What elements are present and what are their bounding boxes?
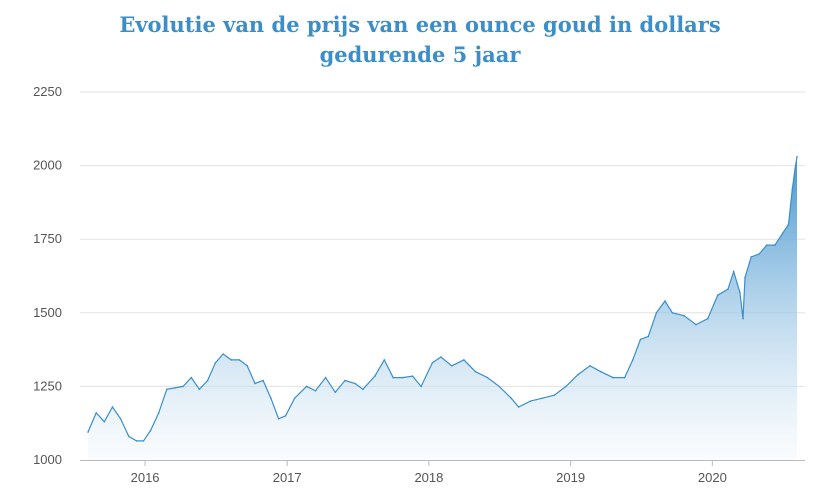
- data-point: [135, 440, 138, 442]
- data-point: [623, 376, 626, 379]
- data-point: [383, 359, 386, 361]
- data-point: [293, 397, 296, 400]
- data-point: [324, 376, 327, 379]
- data-point: [600, 370, 602, 373]
- data-point: [314, 390, 317, 392]
- y-tick-label: 2000: [33, 158, 62, 173]
- data-point: [781, 232, 784, 235]
- chart-title: Evolutie van de prijs van een ounce goud…: [119, 12, 721, 67]
- data-point: [612, 376, 614, 379]
- data-point: [128, 435, 130, 438]
- data-point: [517, 406, 520, 408]
- x-tick-label: 2016: [131, 470, 160, 485]
- data-point: [362, 388, 364, 391]
- data-point: [510, 397, 512, 400]
- data-point: [671, 312, 674, 314]
- data-point: [334, 391, 337, 394]
- data-point: [758, 253, 761, 255]
- data-point: [214, 362, 217, 364]
- data-point: [182, 385, 184, 388]
- data-point: [736, 282, 738, 285]
- data-point: [119, 418, 122, 420]
- data-point: [305, 385, 308, 388]
- data-point: [254, 382, 256, 385]
- data-point: [632, 359, 634, 361]
- data-point: [374, 375, 376, 377]
- data-point: [103, 420, 106, 423]
- data-point: [157, 412, 160, 414]
- data-point: [111, 406, 114, 408]
- data-point: [270, 397, 272, 400]
- data-point: [277, 418, 280, 420]
- data-point: [262, 379, 264, 382]
- data-point: [284, 415, 287, 417]
- data-point: [717, 294, 719, 296]
- data-point: [246, 365, 248, 367]
- data-point: [238, 359, 241, 361]
- data-point: [739, 291, 741, 294]
- data-point: [440, 356, 442, 358]
- data-point: [420, 385, 422, 388]
- data-point: [706, 317, 709, 320]
- data-point: [431, 362, 434, 364]
- data-point: [732, 270, 735, 273]
- data-point: [149, 429, 152, 432]
- data-point: [774, 244, 776, 246]
- y-tick-label: 1750: [33, 231, 62, 246]
- data-point: [87, 431, 89, 433]
- x-tick-label: 2017: [273, 470, 302, 485]
- data-point: [498, 385, 501, 388]
- x-tick-label: 2020: [698, 470, 727, 485]
- data-point: [344, 379, 346, 382]
- y-tick-label: 1500: [33, 305, 62, 320]
- axes: 1000 1250 1500 1750 2000 2250 2016 2017 2018 2019…: [33, 84, 805, 485]
- price-area: [88, 156, 797, 461]
- data-point: [744, 276, 746, 279]
- data-point: [695, 323, 697, 326]
- data-point: [553, 394, 556, 397]
- data-point: [796, 156, 798, 158]
- data-point: [529, 400, 532, 402]
- x-tick-label: 2019: [556, 470, 585, 485]
- data-point: [463, 359, 465, 361]
- data-point: [392, 376, 395, 379]
- data-point: [174, 387, 176, 389]
- y-tick-label: 1000: [33, 452, 62, 467]
- data-point: [791, 188, 794, 190]
- data-point: [411, 375, 414, 377]
- data-point: [486, 376, 489, 379]
- data-point: [664, 300, 666, 302]
- data-point: [565, 385, 567, 388]
- data-point: [750, 256, 752, 258]
- data-point: [142, 440, 145, 442]
- y-tick-label: 2250: [33, 84, 62, 99]
- data-point: [95, 412, 97, 414]
- data-points: [87, 156, 798, 442]
- data-point: [727, 288, 729, 291]
- data-point: [451, 365, 453, 367]
- data-point: [589, 365, 591, 367]
- data-point: [639, 338, 642, 341]
- data-point: [230, 359, 233, 361]
- y-tick-label: 1250: [33, 378, 62, 393]
- data-point: [474, 370, 477, 373]
- data-point: [354, 382, 356, 385]
- data-point: [541, 397, 544, 400]
- x-tick-label: 2018: [414, 470, 443, 485]
- data-point: [787, 223, 790, 226]
- data-point: [655, 312, 658, 314]
- data-point: [206, 379, 209, 382]
- data-point: [577, 373, 579, 376]
- data-point: [683, 314, 685, 317]
- data-point: [190, 376, 193, 379]
- data-point: [742, 317, 744, 320]
- data-point: [198, 388, 201, 391]
- data-point: [647, 335, 650, 338]
- data-point: [222, 353, 224, 355]
- data-point: [765, 244, 768, 246]
- data-point: [401, 376, 404, 379]
- data-point: [794, 167, 796, 170]
- data-point: [166, 388, 168, 391]
